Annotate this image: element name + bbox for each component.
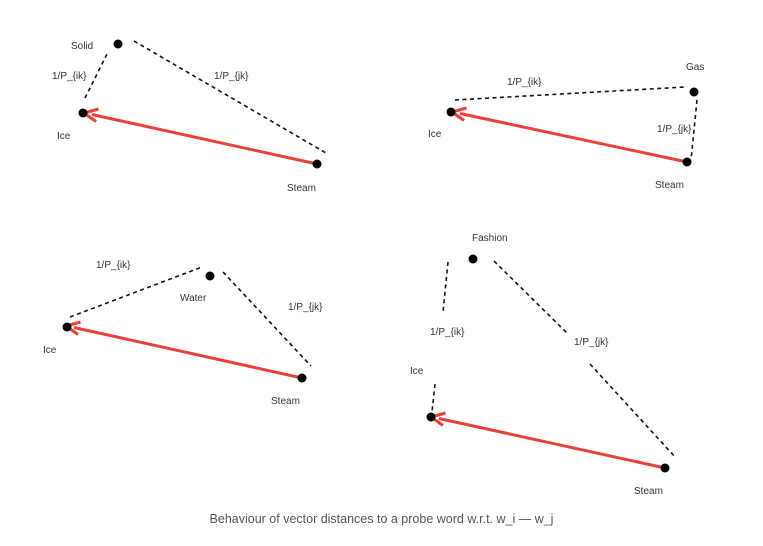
probe-label: Fashion (472, 233, 508, 244)
dashed-ik-line-upper (442, 261, 449, 313)
jk-label: 1/P_{jk} (288, 302, 323, 313)
node-probe (113, 39, 123, 49)
ik-label: 1/P_{ik} (52, 71, 87, 82)
figure-caption: Behaviour of vector distances to a probe… (209, 512, 554, 526)
ik-label: 1/P_{ik} (96, 260, 131, 271)
node-steam (682, 157, 692, 167)
node-ice (62, 322, 72, 332)
probe-label: Gas (686, 62, 704, 73)
dashed-ik-line (84, 51, 109, 99)
dashed-jk-line (222, 271, 312, 367)
node-steam (312, 159, 322, 169)
node-ice (78, 108, 88, 118)
node-probe (689, 87, 699, 97)
node-probe (205, 271, 215, 281)
steam-label: Steam (655, 180, 684, 191)
node-ice (426, 412, 436, 422)
dashed-ik-line (69, 266, 203, 318)
ik-label: 1/P_{ik} (507, 77, 542, 88)
dashed-ik-line-lower (431, 383, 436, 413)
probe-label: Water (180, 293, 207, 304)
ice-label: Ice (428, 129, 442, 140)
diagram-canvas: Solid 1/P_{ik} 1/P_{jk} Ice Steam Gas 1/… (43, 39, 704, 497)
ice-steam-arrow (73, 326, 303, 380)
ice-label: Ice (410, 366, 424, 377)
ice-steam-arrow (459, 112, 688, 164)
dashed-jk-line-upper (493, 260, 569, 335)
ice-steam-arrow (438, 417, 666, 470)
ice-label: Ice (43, 345, 57, 356)
node-steam (660, 463, 670, 473)
dashed-jk-line-lower (589, 363, 677, 459)
panel-fashion: Fashion 1/P_{ik} 1/P_{jk} Ice Steam (410, 233, 677, 497)
node-steam (297, 373, 307, 383)
dashed-ik-line (454, 86, 686, 101)
dashed-jk-line (133, 40, 327, 154)
node-ice (446, 107, 456, 117)
steam-label: Steam (634, 486, 663, 497)
probe-label: Solid (71, 41, 93, 52)
ice-steam-arrow (91, 113, 318, 166)
panel-solid: Solid 1/P_{ik} 1/P_{jk} Ice Steam (52, 39, 327, 194)
panel-water: Water 1/P_{ik} 1/P_{jk} Ice Steam (43, 260, 323, 407)
jk-label: 1/P_{jk} (574, 337, 609, 348)
node-probe (468, 254, 478, 264)
dashed-jk-line (690, 99, 698, 161)
jk-label: 1/P_{jk} (657, 124, 692, 135)
panel-gas: Gas 1/P_{ik} 1/P_{jk} Ice Steam (428, 62, 704, 191)
steam-label: Steam (271, 396, 300, 407)
ik-label: 1/P_{ik} (430, 327, 465, 338)
jk-label: 1/P_{jk} (214, 71, 249, 82)
ice-label: Ice (57, 131, 71, 142)
steam-label: Steam (287, 183, 316, 194)
